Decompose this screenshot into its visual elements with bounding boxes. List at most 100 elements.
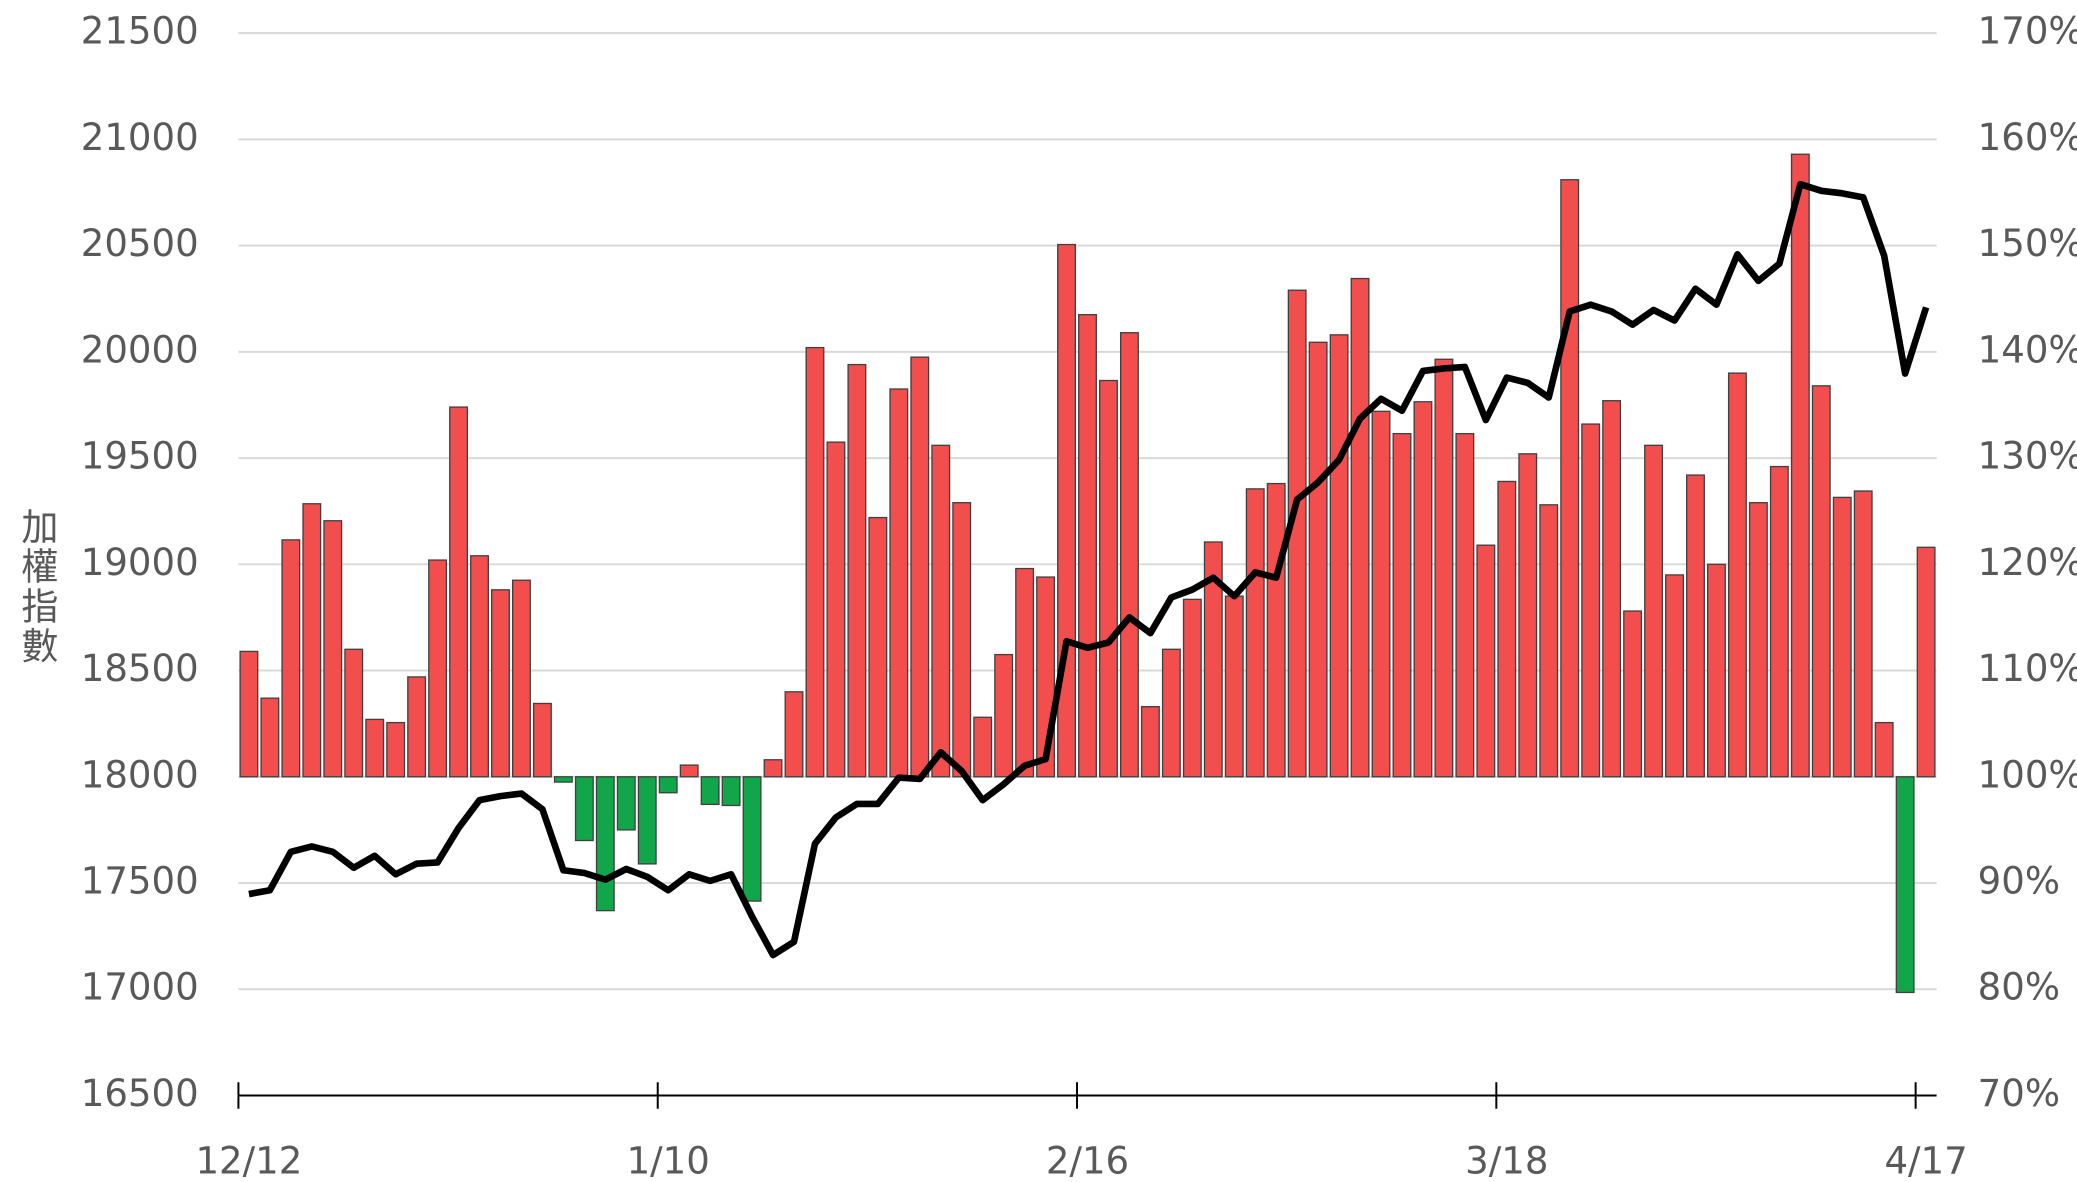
bar — [1518, 453, 1538, 778]
bar — [491, 589, 510, 778]
y2-tick-label: 70% — [1978, 1072, 2060, 1115]
bar — [1078, 313, 1097, 778]
bar — [847, 363, 867, 778]
bar — [1665, 574, 1684, 778]
bar — [994, 653, 1014, 778]
bar — [1853, 490, 1873, 778]
y-tick-label: 19000 — [81, 541, 199, 584]
y2-tick-label: 110% — [1978, 647, 2077, 690]
y-tick-label: 17500 — [81, 860, 199, 903]
y-tick-label: 21500 — [81, 10, 199, 53]
bar — [344, 648, 364, 778]
bar — [1099, 379, 1118, 778]
y2-tick-label: 100% — [1978, 753, 2077, 796]
bar — [1057, 243, 1077, 778]
y-tick-label: 17000 — [81, 966, 199, 1009]
bar — [428, 559, 448, 778]
y2-tick-label: 90% — [1978, 860, 2060, 903]
bar — [1266, 482, 1286, 778]
x-tick-label: 4/17 — [1884, 1140, 1967, 1182]
bar — [826, 441, 846, 778]
bar — [1874, 721, 1894, 778]
bar — [239, 650, 259, 778]
bar — [1497, 480, 1517, 778]
bar — [1455, 432, 1475, 778]
bar — [1392, 432, 1412, 778]
bar — [1224, 595, 1244, 778]
bar — [1203, 541, 1223, 778]
bar — [1686, 474, 1705, 778]
bar — [1161, 648, 1181, 778]
bar — [973, 716, 993, 778]
y-tick-label: 16500 — [81, 1072, 199, 1115]
bar — [1434, 358, 1454, 778]
bar — [763, 759, 783, 778]
y2-tick-label: 160% — [1978, 116, 2077, 159]
y2-tick-label: 80% — [1978, 966, 2060, 1009]
x-tick-label: 1/10 — [627, 1140, 710, 1182]
bar — [931, 444, 951, 778]
x-tick-label: 12/12 — [195, 1140, 302, 1182]
bar — [1308, 341, 1328, 778]
bar — [1539, 504, 1559, 778]
bar — [952, 502, 972, 778]
y-tick-label: 21000 — [81, 116, 199, 159]
bar — [323, 520, 343, 778]
bar — [910, 356, 930, 778]
bar — [679, 764, 699, 778]
bar — [784, 691, 804, 778]
bar — [1790, 153, 1810, 778]
bar — [1644, 444, 1664, 778]
bar — [365, 718, 385, 778]
bar — [1371, 410, 1391, 778]
bar — [1413, 401, 1433, 778]
x-tick-label: 3/18 — [1465, 1140, 1548, 1182]
y-axis-label: 加權指數 — [15, 507, 58, 666]
bar — [1623, 610, 1643, 778]
bar — [260, 697, 280, 778]
bar — [532, 702, 552, 778]
bar — [721, 776, 741, 807]
bar — [1476, 544, 1496, 778]
bar — [302, 503, 322, 778]
bar — [658, 776, 678, 794]
bar — [407, 676, 427, 778]
y2-tick-label: 130% — [1978, 435, 2077, 478]
bar — [595, 776, 615, 912]
bar — [1182, 598, 1202, 778]
bar — [868, 516, 888, 778]
bar — [805, 346, 825, 778]
bar — [1602, 400, 1622, 778]
bar — [1706, 563, 1726, 778]
bar — [1350, 277, 1370, 778]
y2-tick-label: 120% — [1978, 541, 2077, 584]
bar — [1140, 706, 1160, 778]
y2-tick-label: 150% — [1978, 222, 2077, 265]
y-tick-label: 20000 — [81, 328, 199, 371]
bar — [637, 776, 657, 865]
bar — [449, 406, 469, 778]
bar — [1245, 488, 1265, 778]
bar — [889, 388, 909, 778]
bar — [1769, 465, 1789, 778]
y2-tick-label: 170% — [1978, 10, 2077, 53]
bar — [742, 776, 762, 902]
bar — [1895, 776, 1915, 994]
bar — [700, 776, 720, 806]
y-tick-label: 20500 — [81, 222, 199, 265]
bar — [616, 776, 636, 831]
y-tick-label: 19500 — [81, 435, 199, 478]
bar — [1560, 179, 1580, 778]
bar — [470, 555, 489, 778]
x-tick-label: 2/16 — [1046, 1140, 1129, 1182]
y2-tick-label: 140% — [1978, 328, 2077, 371]
bar — [1581, 423, 1601, 778]
bar — [1916, 546, 1936, 778]
y-tick-label: 18000 — [81, 753, 199, 796]
y-tick-label: 18500 — [81, 647, 199, 690]
bar — [574, 776, 594, 842]
bar — [1727, 372, 1747, 778]
line — [248, 180, 1930, 959]
